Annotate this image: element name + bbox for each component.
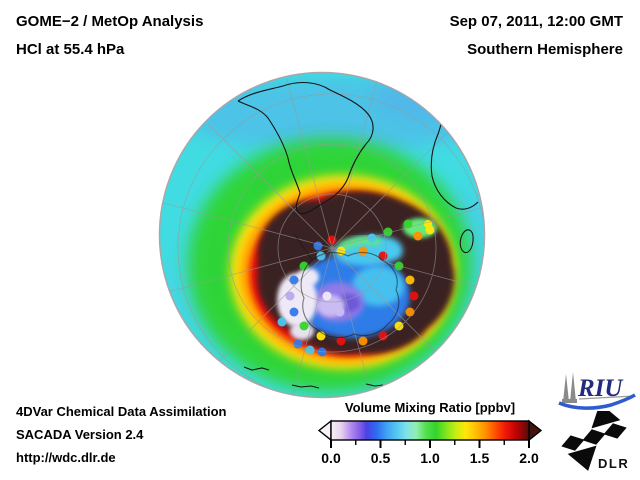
graticule-meridian [331, 123, 457, 249]
graticule-meridian [162, 202, 333, 249]
measurement-cell-dot [313, 241, 323, 251]
coastline-islands [243, 366, 384, 389]
coastline-south-america [237, 81, 374, 215]
cluster-white-blob [277, 273, 317, 327]
measurement-cell-dot [409, 291, 419, 301]
colorbar-tick-label: 2.0 [519, 450, 539, 466]
data-url: http://wdc.dlr.de [16, 450, 116, 465]
measurement-cell-dot [378, 331, 388, 341]
colorbar-tick-label: 1.0 [420, 450, 440, 466]
model-version: SACADA Version 2.4 [16, 427, 144, 442]
measurement-cluster [277, 218, 437, 357]
measurement-cell-dot [317, 347, 327, 357]
graticule-meridian [331, 247, 484, 294]
graticule-meridian [207, 123, 333, 249]
globe-rim [158, 71, 486, 399]
dlr-emblem-icon [561, 411, 627, 471]
dlr-logo: DLR [561, 411, 629, 471]
measurement-cell-dot [322, 291, 332, 301]
footer-left: 4DVar Chemical Data Assimilation SACADA … [16, 403, 227, 467]
colorbar-overflow-arrow [528, 419, 543, 442]
graticule-meridian [331, 202, 484, 249]
measurement-cell-dot [394, 321, 404, 331]
measurement-cell-dot [277, 317, 287, 327]
measurement-cell-dot [289, 307, 299, 317]
graticule-meridian [162, 247, 333, 294]
measurement-cell-dot [358, 336, 368, 346]
measurement-cell-dot [299, 261, 309, 271]
graticule-meridian [331, 247, 378, 397]
cathedral-icon [562, 372, 577, 403]
analysis-title: GOME−2 / MetOp Analysis [16, 13, 204, 30]
measurement-cell-dot [425, 225, 435, 235]
measurement-cell-dot [413, 231, 423, 241]
dlr-label: DLR [598, 456, 629, 471]
globe-data-layer [162, 76, 484, 397]
colorbar-gradient-bar [330, 420, 530, 441]
measurement-cell-dot [327, 235, 337, 245]
colorbar-tick-label: 0.0 [321, 450, 341, 466]
coastline-africa [430, 103, 479, 210]
measurement-cell-dot [293, 339, 303, 349]
colorbar-underflow-arrow [317, 419, 332, 442]
measurement-cell-dot [383, 227, 393, 237]
riu-label: RIU [577, 375, 624, 402]
cluster-white-blob2 [297, 268, 319, 286]
hemisphere-label: Southern Hemisphere [467, 41, 623, 58]
cluster-cyan-blob [352, 266, 404, 306]
colorbar-ticks [330, 440, 530, 448]
riu-swoosh [558, 393, 636, 410]
graticule [162, 78, 484, 397]
graticule-meridian [207, 247, 333, 373]
blue-band-topright [375, 76, 484, 120]
riu-underline [578, 395, 635, 400]
measurement-cell-dot [367, 233, 377, 243]
measurement-cell-dot [335, 307, 345, 317]
measurement-cell-dot [405, 307, 415, 317]
riu-logo: RIU [558, 372, 636, 410]
graticule-meridian [331, 78, 378, 249]
measurement-cell-dot [405, 275, 415, 285]
colorbar-tick-label: 0.5 [370, 450, 391, 466]
header-left: GOME−2 / MetOp Analysis HCl at 55.4 hPa [16, 13, 203, 59]
measurement-cell-dot [403, 219, 413, 229]
assimilation-method: 4DVar Chemical Data Assimilation [16, 404, 227, 419]
measurement-cell-dot [299, 321, 309, 331]
timestamp: Sep 07, 2011, 12:00 GMT [449, 13, 623, 30]
colorbar-title: Volume Mixing Ratio [ppbv] [344, 400, 516, 415]
species-pressure-level: HCl at 55.4 hPa [16, 41, 125, 58]
graticule-meridian [286, 247, 333, 397]
coastline-madagascar [459, 229, 474, 254]
measurement-cell-dot [336, 336, 346, 346]
graticule-meridian [286, 78, 333, 249]
measurement-cell-dot [358, 246, 368, 256]
colorbar [317, 419, 543, 448]
header-right: Sep 07, 2011, 12:00 GMT Southern Hemisph… [450, 13, 623, 59]
measurement-cell-dot [289, 275, 299, 285]
coastlines [237, 81, 479, 389]
colorbar-tick-label: 1.5 [469, 450, 490, 466]
coastline-antarctica [293, 233, 400, 339]
measurement-cell-dot [285, 291, 295, 301]
